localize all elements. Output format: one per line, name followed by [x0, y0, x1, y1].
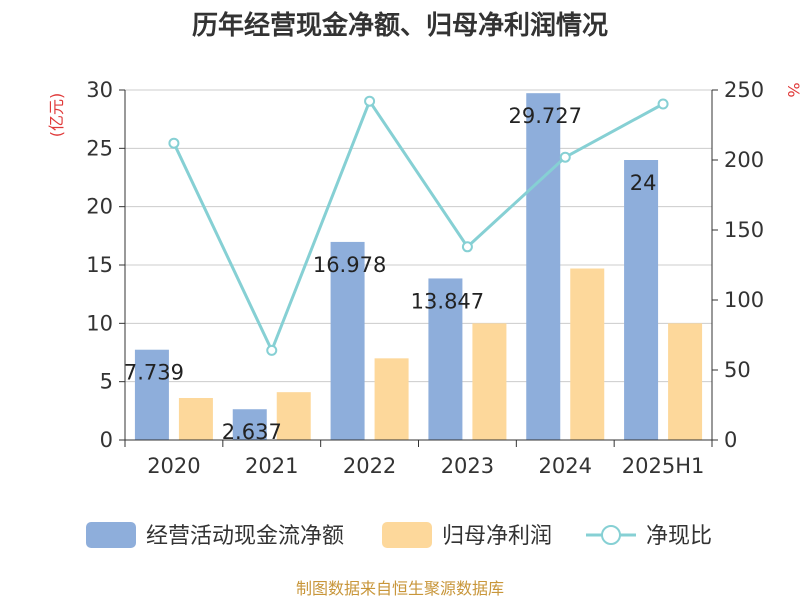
right-tick-label: 150: [724, 218, 764, 242]
right-axis-unit: %: [784, 82, 800, 97]
left-tick-label: 30: [86, 78, 113, 102]
legend-label: 经营活动现金流净额: [146, 524, 344, 549]
cashflow-bar: [526, 93, 561, 440]
cashflow-bar: [232, 409, 267, 440]
cashflow-value-label: 2.637: [222, 420, 282, 444]
ratio-point: [461, 241, 473, 253]
x-tick-label: 2025H1: [622, 454, 705, 478]
cashflow-bar: [330, 241, 365, 440]
cashflow-bar: [134, 349, 169, 440]
legend-swatch: [86, 522, 136, 548]
right-tick-label: 100: [724, 288, 764, 312]
profit-bar: [668, 323, 703, 440]
axes: 0 5 10 15 20 25 30 0 50 100 150 200 250 2020 2021 2022 2…: [86, 78, 764, 478]
ratio-point: [364, 95, 376, 107]
left-tick-label: 10: [86, 311, 113, 335]
left-axis-unit: (亿元): [47, 93, 66, 138]
ratio-point: [657, 98, 669, 110]
left-tick-label: 20: [86, 195, 113, 219]
cashflow-bar: [624, 160, 659, 440]
right-tick-label: 0: [724, 428, 737, 452]
source-note: 制图数据来自恒生聚源数据库: [296, 579, 504, 598]
cashflow-value-label: 16.978: [313, 253, 386, 277]
x-tick-label: 2023: [441, 454, 494, 478]
x-tick-label: 2021: [245, 454, 298, 478]
profit-bar: [472, 323, 507, 440]
legend-swatch: [382, 522, 432, 548]
x-tick-label: 2022: [343, 454, 396, 478]
legend-marker: [601, 525, 621, 545]
left-tick-label: 0: [100, 428, 113, 452]
chart-title: 历年经营现金净额、归母净利润情况: [192, 10, 608, 41]
profit-bar: [374, 358, 409, 440]
right-tick-label: 50: [724, 358, 751, 382]
cashflow-value-label: 24: [630, 171, 657, 195]
left-tick-label: 15: [86, 253, 113, 277]
ratio-line-path: [172, 97, 664, 355]
cashflow-value-label: 7.739: [124, 361, 184, 385]
left-tick-label: 25: [86, 136, 113, 160]
x-tick-label: 2024: [539, 454, 592, 478]
grid-lines: [125, 89, 712, 383]
ratio-line: [168, 95, 669, 356]
cashflow-value-label: 29.727: [509, 104, 582, 128]
profit-bar: [276, 392, 311, 440]
legend-label: 净现比: [646, 524, 712, 549]
ratio-point: [559, 151, 571, 163]
cashflow-value-label: 13.847: [411, 289, 484, 313]
profit-bar: [178, 398, 213, 440]
ratio-point: [168, 137, 180, 149]
legend: 经营活动现金流净额 归母净利润 净现比: [86, 522, 712, 549]
right-tick-label: 200: [724, 148, 764, 172]
profit-bar: [570, 268, 605, 440]
cashflow-bar: [428, 278, 463, 440]
right-tick-label: 250: [724, 78, 764, 102]
data-labels: 7.739 2.637 16.978 13.847 29.727 24: [124, 104, 657, 444]
ratio-point: [266, 344, 278, 356]
legend-label: 归母净利润: [442, 524, 552, 549]
left-tick-label: 5: [100, 370, 113, 394]
x-tick-label: 2020: [147, 454, 200, 478]
bar-marks: [134, 93, 703, 440]
